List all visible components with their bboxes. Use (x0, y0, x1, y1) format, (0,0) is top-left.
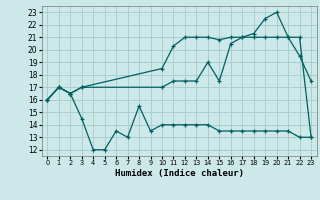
X-axis label: Humidex (Indice chaleur): Humidex (Indice chaleur) (115, 169, 244, 178)
